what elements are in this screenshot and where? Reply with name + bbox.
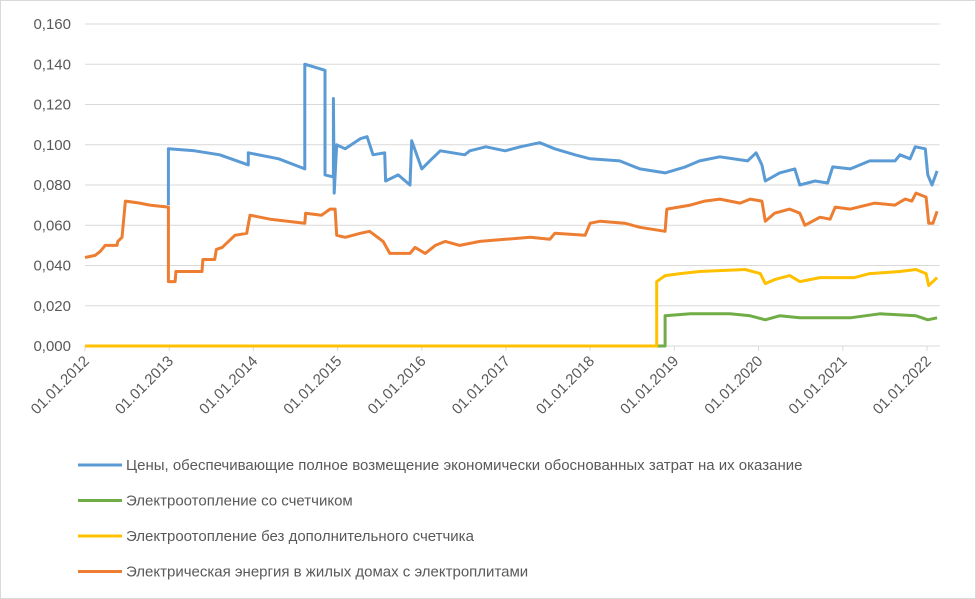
y-tick-label: 0,080 [33,177,71,194]
series-line [84,191,939,284]
legend-label: Электрическая энергия в жилых домах с эл… [126,564,528,581]
y-tick-label: 0,000 [33,338,71,355]
y-tick-label: 0,040 [33,258,71,275]
series-line [85,268,939,348]
legend-label: Электроотопление со счетчиком [126,493,353,510]
y-tick-label: 0,020 [33,298,71,315]
y-tick-label: 0,140 [33,56,71,73]
legend-label: Цены, обеспечивающие полное возмещение э… [126,457,802,474]
series-line [166,62,939,206]
legend-label: Электроотопление без дополнительного сче… [126,528,475,545]
series-line [85,312,938,348]
y-tick-label: 0,060 [33,217,71,234]
y-tick-label: 0,100 [33,137,71,154]
y-tick-label: 0,160 [33,16,71,33]
y-tick-label: 0,120 [33,97,71,114]
